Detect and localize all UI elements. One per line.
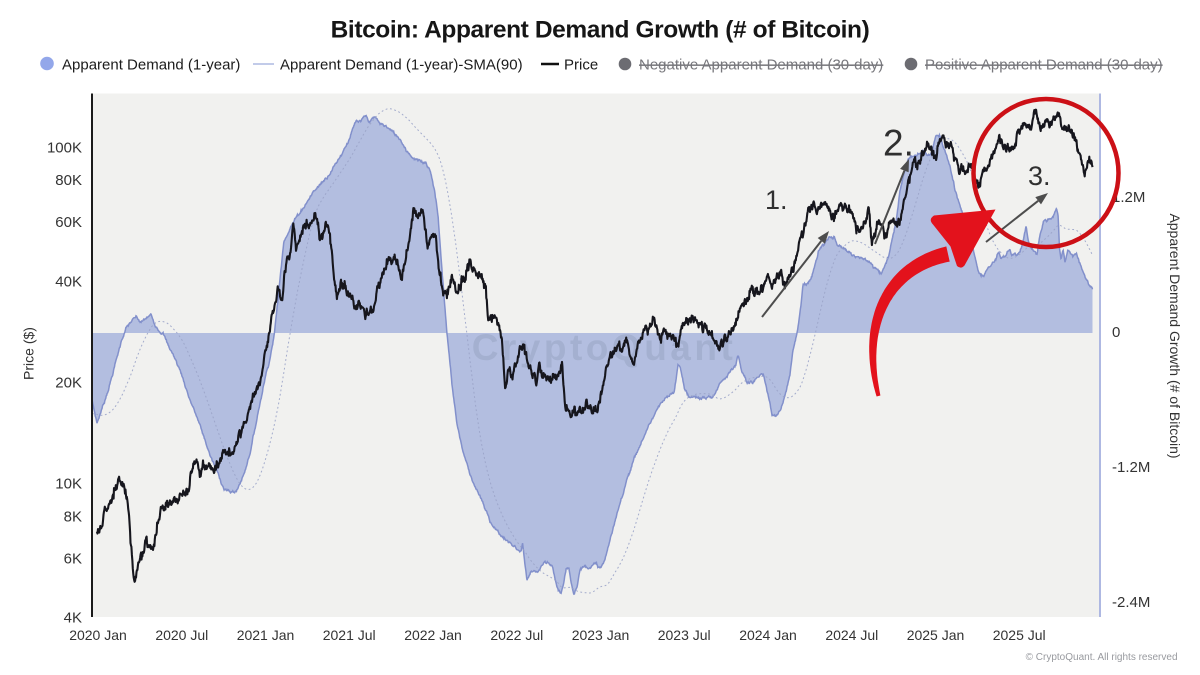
svg-text:2021 Jul: 2021 Jul bbox=[323, 627, 376, 643]
svg-text:80K: 80K bbox=[55, 172, 82, 189]
svg-text:-2.4M: -2.4M bbox=[1112, 594, 1150, 611]
svg-text:Apparent Demand (1-year)-SMA(9: Apparent Demand (1-year)-SMA(90) bbox=[280, 57, 523, 74]
svg-text:0: 0 bbox=[1112, 324, 1120, 341]
svg-text:8K: 8K bbox=[64, 508, 82, 525]
svg-text:© CryptoQuant. All rights rese: © CryptoQuant. All rights reserved bbox=[1026, 652, 1178, 663]
svg-text:1.2M: 1.2M bbox=[1112, 189, 1145, 206]
svg-text:2022 Jan: 2022 Jan bbox=[404, 627, 462, 643]
svg-text:Apparent Demand Growth (# of B: Apparent Demand Growth (# of Bitcoin) bbox=[1167, 213, 1183, 458]
svg-text:Negative Apparent Demand (30-d: Negative Apparent Demand (30-day) bbox=[639, 57, 883, 74]
svg-text:6K: 6K bbox=[64, 550, 82, 567]
svg-text:2.: 2. bbox=[883, 123, 914, 164]
svg-text:60K: 60K bbox=[55, 214, 82, 231]
svg-text:2024 Jul: 2024 Jul bbox=[825, 627, 878, 643]
svg-text:Price ($): Price ($) bbox=[21, 327, 37, 380]
svg-text:10K: 10K bbox=[55, 476, 82, 493]
svg-text:2025 Jan: 2025 Jan bbox=[907, 627, 965, 643]
svg-text:2025 Jul: 2025 Jul bbox=[993, 627, 1046, 643]
svg-text:Price: Price bbox=[564, 57, 598, 74]
svg-text:2020 Jul: 2020 Jul bbox=[155, 627, 208, 643]
svg-text:2023 Jul: 2023 Jul bbox=[658, 627, 711, 643]
svg-text:4K: 4K bbox=[64, 610, 82, 627]
svg-text:-1.2M: -1.2M bbox=[1112, 459, 1150, 476]
svg-text:Positive Apparent Demand (30-d: Positive Apparent Demand (30-day) bbox=[925, 57, 1163, 74]
svg-text:20K: 20K bbox=[55, 375, 82, 392]
svg-text:2020 Jan: 2020 Jan bbox=[69, 627, 127, 643]
svg-text:3.: 3. bbox=[1028, 161, 1051, 191]
svg-text:1.: 1. bbox=[765, 185, 788, 215]
svg-text:100K: 100K bbox=[47, 140, 82, 157]
svg-text:Apparent Demand (1-year): Apparent Demand (1-year) bbox=[62, 57, 240, 74]
svg-text:Bitcoin: Apparent Demand Growt: Bitcoin: Apparent Demand Growth (# of Bi… bbox=[331, 17, 870, 44]
svg-text:2023 Jan: 2023 Jan bbox=[572, 627, 630, 643]
svg-text:2022 Jul: 2022 Jul bbox=[490, 627, 543, 643]
svg-text:40K: 40K bbox=[55, 273, 82, 290]
svg-text:2024 Jan: 2024 Jan bbox=[739, 627, 797, 643]
svg-text:2021 Jan: 2021 Jan bbox=[237, 627, 295, 643]
